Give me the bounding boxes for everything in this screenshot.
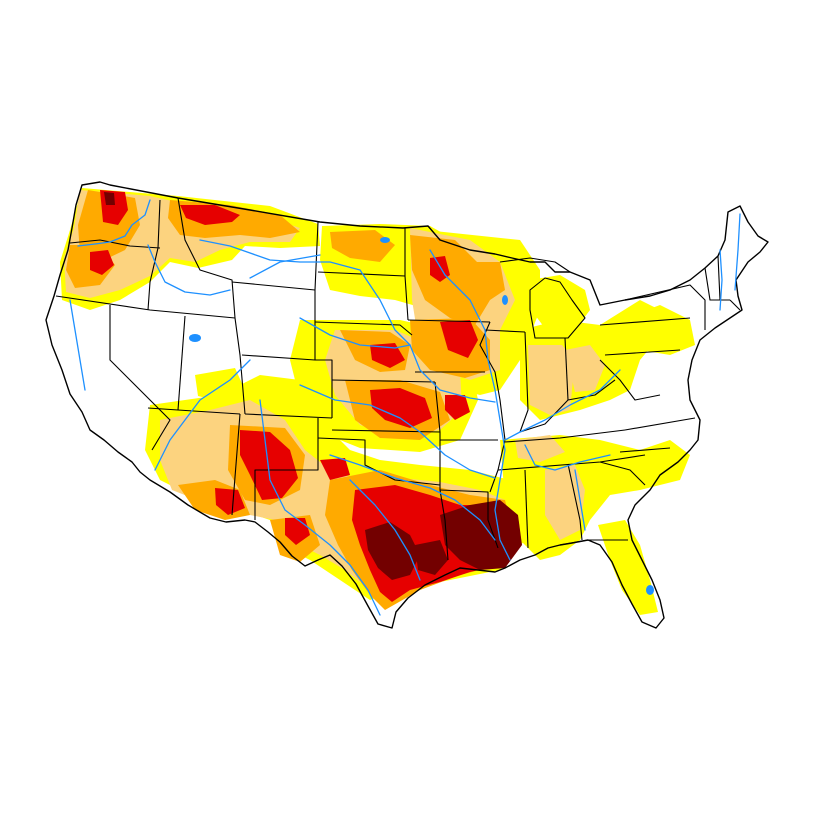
virginia-border — [624, 417, 696, 431]
colorado-newmexico-border — [244, 413, 333, 419]
missouri-western-border — [434, 381, 441, 490]
yellowstone-river — [249, 254, 321, 279]
michigan-lower-outline — [529, 277, 586, 339]
ohio-kentucky-river — [519, 379, 616, 433]
alabama-level-2 — [545, 465, 585, 540]
idaho-montana-border — [177, 197, 236, 319]
iowa-level-4 — [440, 320, 478, 358]
carolinas-border — [619, 447, 671, 453]
level-5-areas — [104, 192, 522, 580]
sacramento-river — [69, 299, 86, 391]
colorado-river — [154, 359, 251, 471]
new-york-border — [624, 284, 706, 330]
missouri-river-lower — [409, 344, 496, 403]
kentucky-tennessee-border — [504, 429, 626, 443]
nebraska-kansas-border — [331, 379, 436, 383]
alabama-georgia-border — [567, 463, 583, 541]
arkansas-louisiana-border — [439, 489, 499, 549]
wisconsin-illinois-border — [484, 329, 526, 333]
great-basin-level-1 — [195, 368, 245, 402]
platte-river — [299, 317, 411, 349]
washington-level-5 — [104, 192, 115, 205]
pennsylvania-border — [599, 317, 691, 326]
mississippi-river — [429, 249, 511, 561]
hudson-river — [719, 249, 723, 311]
columbia-river — [77, 199, 151, 247]
indiana-ohio-border — [564, 337, 569, 401]
brazos-river — [349, 479, 421, 581]
arkansas-river — [299, 384, 496, 479]
new-england-borders — [704, 255, 741, 311]
louisiana-level-5 — [440, 500, 522, 570]
michigan-upper-peninsula — [499, 257, 571, 273]
great-salt-lake — [189, 334, 201, 342]
utah-wyoming-colorado-border — [234, 317, 246, 415]
illinois-indiana-border — [519, 331, 529, 433]
wyoming-colorado-border — [241, 354, 316, 361]
missouri-river-upper — [199, 239, 411, 346]
devils-lake — [380, 237, 390, 243]
utah-arizona-border — [147, 407, 241, 415]
mississippi-alabama-border — [524, 469, 529, 549]
apalachicola-river — [574, 469, 586, 531]
kansas-level-4 — [370, 388, 432, 428]
indiana-level-2 — [528, 345, 575, 415]
montana-level-4 — [180, 205, 240, 225]
newmexico-texas-border — [254, 418, 319, 520]
north-dakota-level-3 — [330, 230, 395, 262]
georgia-carolina-border — [599, 461, 646, 486]
mid-atlantic-level-1 — [620, 305, 695, 355]
southdakota-nebraska-border — [314, 321, 413, 336]
pennsylvania-southern-border — [604, 349, 681, 356]
lake-okeechobee — [646, 585, 654, 595]
southern-arizona-level-4 — [215, 488, 245, 515]
georgia-florida-border — [559, 539, 628, 546]
state-boundaries — [45, 181, 769, 629]
oregon-california-nevada-border — [55, 295, 236, 319]
drought-shading — [60, 188, 695, 615]
ohio-river — [504, 369, 621, 441]
west-virginia-border — [599, 359, 661, 401]
california-nevada-border — [109, 305, 171, 451]
kansas-oklahoma-border — [331, 429, 441, 433]
rivers — [69, 199, 741, 616]
tennessee-river — [524, 444, 611, 471]
lakes — [189, 237, 654, 595]
snake-river — [147, 244, 231, 296]
florida-level-1 — [598, 520, 658, 615]
dakotas-border — [317, 271, 406, 277]
wyoming-eastern-border — [314, 221, 319, 360]
oregon-level-4 — [90, 250, 114, 275]
east-texas-level-5 — [415, 540, 448, 575]
montana-wyoming-border — [231, 281, 316, 291]
nebraska-level-4 — [370, 343, 405, 368]
texas-louisiana-border — [439, 489, 449, 561]
minnesota-western-border — [404, 228, 409, 321]
lake-winnebago — [502, 295, 508, 305]
missouri-level-4 — [445, 395, 470, 420]
red-river — [329, 454, 496, 541]
wisconsin-level-3 — [475, 262, 505, 300]
washington-oregon-border — [69, 239, 161, 249]
minnesota-iowa-border — [407, 319, 491, 323]
lower-michigan-level-1 — [530, 275, 590, 335]
arizona-newmexico-border — [231, 413, 241, 516]
central-texas-level-5 — [365, 522, 420, 580]
connecticut-river — [734, 213, 741, 291]
kentucky-level-2 — [515, 435, 565, 462]
nevada-utah-border — [177, 315, 186, 411]
ohio-level-2 — [565, 345, 605, 392]
idaho-western-border — [147, 199, 161, 311]
rio-grande — [259, 399, 381, 616]
north-texas-level-4 — [320, 458, 350, 480]
